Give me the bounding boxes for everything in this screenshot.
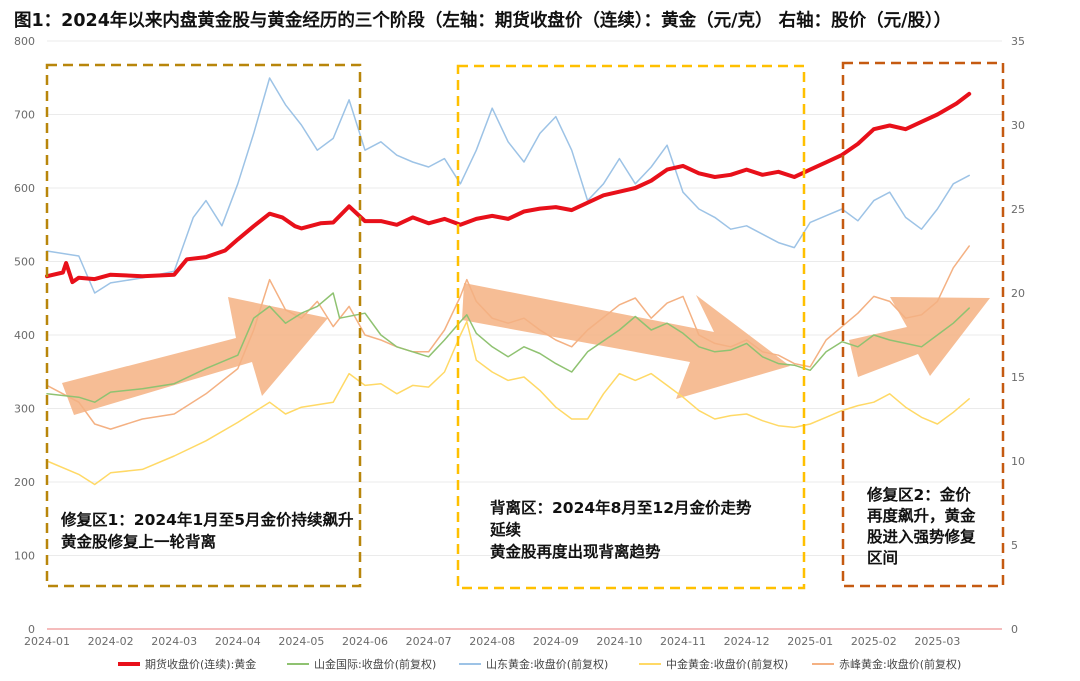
left-tick-label: 700: [14, 109, 35, 122]
trend-arrow-up-2: [849, 297, 990, 377]
x-tick-label: 2024-02: [88, 635, 134, 648]
x-tick-label: 2024-10: [596, 635, 642, 648]
x-tick-label: 2025-01: [787, 635, 833, 648]
zone-3-note-line: 修复区2：金价: [866, 485, 971, 504]
right-tick-label: 15: [1011, 371, 1025, 384]
right-axis: 0 5 10 15 20 25 30 35: [1011, 35, 1025, 636]
zone-3-note-line: 区间: [867, 548, 898, 567]
legend-label: 中金黄金:收盘价(前复权): [666, 657, 788, 671]
series-line-3: [46, 320, 970, 486]
x-tick-label: 2024-06: [342, 635, 388, 648]
legend: 期货收盘价(连续):黄金 山金国际:收盘价(前复权) 山东黄金:收盘价(前复权) 中金…: [118, 657, 961, 671]
zone-3-note-line: 再度飙升，黄金: [867, 506, 976, 525]
zone-2-box: [456, 64, 806, 590]
legend-label: 山东黄金:收盘价(前复权): [486, 657, 608, 671]
series-line-1: [46, 292, 970, 403]
x-tick-label: 2024-12: [724, 635, 770, 648]
series-line-2: [46, 77, 970, 294]
zone-1-note-line: 修复区1：2024年1月至5月金价持续飙升: [60, 510, 354, 529]
right-tick-label: 35: [1011, 35, 1025, 48]
zone-1-note-line: 黄金股修复上一轮背离: [61, 532, 216, 551]
zone-2-note-line: 延续: [489, 520, 522, 539]
x-tick-label: 2024-03: [151, 635, 197, 648]
zone-3-note-line: 股进入强势修复: [867, 527, 976, 546]
zone-2-note-line: 背离区：2024年8月至12月金价走势: [490, 498, 752, 517]
right-tick-label: 30: [1011, 119, 1025, 132]
legend-label: 赤峰黄金:收盘价(前复权): [839, 657, 961, 671]
left-axis: 0 100 200 300 400 500 600 700 800: [14, 35, 35, 636]
left-tick-label: 100: [14, 550, 35, 563]
chart-title: 图1：2024年以来内盘黄金股与黄金经历的三个阶段（左轴：期货收盘价（连续）：黄…: [14, 11, 952, 31]
zone-2-note-line: 黄金股再度出现背离趋势: [490, 542, 661, 561]
legend-label: 期货收盘价(连续):黄金: [145, 657, 256, 671]
x-tick-label: 2025-02: [851, 635, 897, 648]
right-tick-label: 25: [1011, 203, 1025, 216]
left-tick-label: 600: [14, 182, 35, 195]
series-line-0: [45, 91, 972, 285]
legend-label: 山金国际:收盘价(前复权): [314, 657, 436, 671]
trend-arrow-down: [462, 283, 790, 399]
x-axis: 2024-01 2024-02 2024-03 2024-04 2024-05 2024-…: [24, 635, 960, 648]
left-tick-label: 800: [14, 35, 35, 48]
x-tick-label: 2024-08: [469, 635, 515, 648]
x-tick-label: 2024-04: [215, 635, 261, 648]
x-tick-label: 2024-11: [660, 635, 706, 648]
x-tick-label: 2024-07: [406, 635, 452, 648]
right-tick-label: 10: [1011, 455, 1025, 468]
x-tick-label: 2025-03: [914, 635, 960, 648]
zone-3-box: [841, 61, 1005, 588]
series-line-4: [46, 245, 970, 430]
right-tick-label: 0: [1011, 623, 1018, 636]
left-tick-label: 0: [28, 623, 35, 636]
left-tick-label: 300: [14, 403, 35, 416]
left-tick-label: 400: [14, 329, 35, 342]
series-layer: [45, 77, 972, 486]
right-tick-label: 5: [1011, 539, 1018, 552]
right-tick-label: 20: [1011, 287, 1025, 300]
x-tick-label: 2024-05: [278, 635, 324, 648]
x-tick-label: 2024-01: [24, 635, 70, 648]
left-tick-label: 500: [14, 256, 35, 269]
left-tick-label: 200: [14, 476, 35, 489]
trend-arrow-up-1: [62, 297, 328, 415]
x-tick-label: 2024-09: [533, 635, 579, 648]
